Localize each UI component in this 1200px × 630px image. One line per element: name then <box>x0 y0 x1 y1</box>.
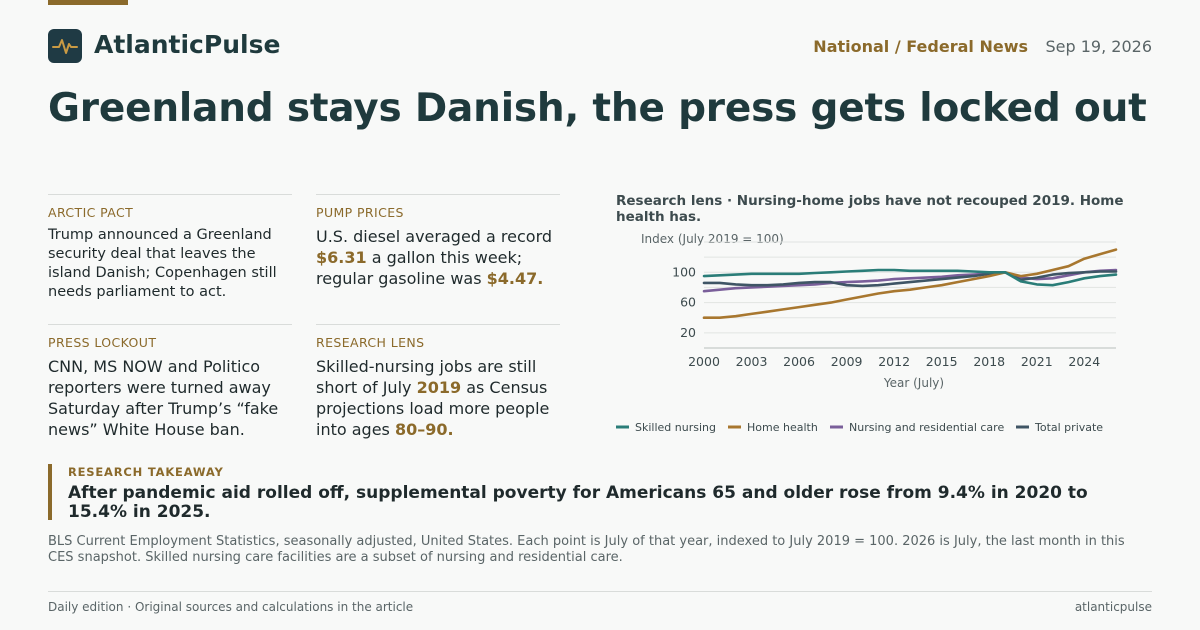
legend-item: Total private <box>1034 421 1103 434</box>
takeaway-label: RESEARCH TAKEAWAY <box>68 465 224 479</box>
card-body: CNN, MS NOW and Politico reporters were … <box>48 357 279 439</box>
card-body: Skilled-nursing jobs are still short of … <box>316 356 560 440</box>
research-takeaway: RESEARCH TAKEAWAY After pandemic aid rol… <box>48 464 1152 522</box>
publish-date: Sep 19, 2026 <box>1045 37 1153 56</box>
y-tick-label: 60 <box>680 295 696 310</box>
diesel-price: $6.31 <box>316 248 367 267</box>
source-note: BLS Current Employment Statistics, seaso… <box>48 534 1125 565</box>
card-text: U.S. diesel averaged a record <box>316 227 553 246</box>
chart-title: Research lens · Nursing-home jobs have n… <box>616 193 1124 225</box>
card-text: a gallon this week; regular gasoline was <box>316 248 523 288</box>
legend-item: Nursing and residential care <box>849 421 1004 434</box>
highlight-ages: 80–90. <box>394 420 454 439</box>
x-tick-label: 2021 <box>1021 354 1053 369</box>
series-line-skilled-nursing <box>702 268 1118 287</box>
x-tick-label: 2009 <box>831 354 863 369</box>
section-link[interactable]: National / Federal News <box>813 37 1028 56</box>
x-tick-label: 2003 <box>736 354 768 369</box>
x-tick-label: 2012 <box>878 354 910 369</box>
x-tick-label: 2018 <box>973 354 1005 369</box>
x-tick-label: 2000 <box>688 354 720 369</box>
top-accent-bar <box>48 0 128 5</box>
gasoline-price: $4.47. <box>486 269 544 288</box>
x-tick-label: 2024 <box>1068 354 1100 369</box>
footer-divider <box>48 591 1152 592</box>
card-label: PRESS LOCKOUT <box>48 335 157 350</box>
page-title: Greenland stays Danish, the press gets l… <box>48 86 1147 131</box>
card-body: U.S. diesel averaged a record $6.31 a ga… <box>316 226 560 289</box>
card-press-lockout: PRESS LOCKOUT CNN, MS NOW and Politico r… <box>48 324 292 440</box>
series-line-home-health <box>702 248 1118 319</box>
card-label: RESEARCH LENS <box>316 335 425 350</box>
y-tick-label: 100 <box>672 264 696 279</box>
card-pump-prices: PUMP PRICES U.S. diesel averaged a recor… <box>316 194 560 289</box>
footer-site[interactable]: atlanticpulse <box>1074 600 1152 614</box>
y-axis-label: Index (July 2019 = 100) <box>641 232 784 246</box>
logo[interactable] <box>48 29 82 63</box>
legend-item: Home health <box>747 421 818 434</box>
card-label: ARCTIC PACT <box>48 205 134 220</box>
series-line-nursing-and-residential-care <box>702 268 1118 293</box>
card-text: as Census projections load more people i… <box>316 378 550 439</box>
pulse-icon <box>52 39 78 54</box>
footer-edition: Daily edition · Original sources and cal… <box>48 600 414 614</box>
legend-item: Skilled nursing <box>635 421 716 434</box>
card-body: Trump announced a Greenland security dea… <box>48 227 277 300</box>
card-text: Skilled-nursing jobs are still short of … <box>316 357 537 397</box>
y-tick-label: 20 <box>680 325 696 340</box>
x-tick-label: 2015 <box>926 354 958 369</box>
takeaway-text: After pandemic aid rolled off, supplemen… <box>68 483 1088 522</box>
card-research-lens: RESEARCH LENS Skilled-nursing jobs are s… <box>316 324 560 440</box>
line-chart: Index (July 2019 = 100) 20 60 100 2000 2003 20… <box>616 232 1118 434</box>
card-arctic-pact: ARCTIC PACT Trump announced a Greenland … <box>48 194 292 302</box>
series-line-total-private <box>702 270 1118 288</box>
x-tick-label: 2006 <box>783 354 815 369</box>
card-label: PUMP PRICES <box>316 205 404 220</box>
highlight-year: 2019 <box>416 378 462 397</box>
brand-name[interactable]: AtlanticPulse <box>94 30 281 59</box>
x-axis-label: Year (July) <box>883 376 944 390</box>
